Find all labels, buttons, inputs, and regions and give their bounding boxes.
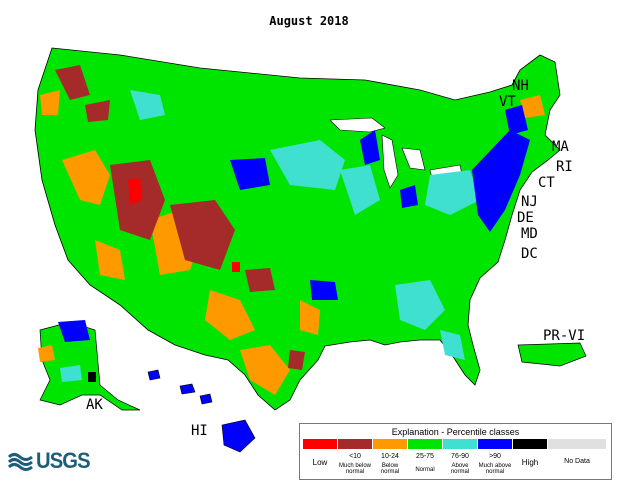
legend-desc-much-below: Much below normal — [338, 463, 371, 475]
legend-range-above: 76-90 — [451, 453, 469, 460]
map-title: August 2018 — [269, 14, 349, 28]
label-ma: MA — [552, 139, 569, 155]
legend-swatch-low — [303, 439, 337, 449]
legend-title: Explanation - Percentile classes — [391, 427, 520, 437]
low-regions — [128, 178, 240, 272]
label-ri: RI — [556, 159, 573, 175]
label-pr-vi: PR-VI — [543, 328, 586, 344]
legend-high-label: High — [521, 458, 539, 467]
legend-swatch-much-above — [478, 439, 512, 449]
label-md: MD — [521, 226, 538, 242]
label-de: DE — [517, 210, 534, 226]
legend-desc-normal: Normal — [415, 467, 435, 473]
legend-swatch-much-below — [338, 439, 372, 449]
legend-swatch-below — [373, 439, 407, 449]
alaska-much-above — [58, 320, 90, 342]
legend-low-label: Low — [312, 458, 328, 467]
alaska — [39, 321, 141, 411]
legend-desc-above: Above normal — [450, 463, 470, 475]
usgs-wave-icon — [8, 453, 33, 471]
alaska-below — [38, 345, 55, 362]
legend-range-normal: 25-75 — [416, 453, 434, 460]
label-nj: NJ — [521, 194, 538, 210]
legend-swatch-no-data — [548, 439, 606, 449]
usgs-logo-text: USGS — [36, 448, 91, 473]
label-hi: HI — [191, 423, 208, 439]
great-lakes — [329, 117, 463, 189]
legend-desc-below: Below normal — [380, 463, 400, 475]
legend-swatch-high — [513, 439, 547, 449]
legend-desc-much-above: Much above normal — [478, 463, 512, 475]
puerto-rico — [517, 342, 587, 367]
label-ct: CT — [538, 175, 555, 191]
label-dc: DC — [521, 246, 538, 262]
label-nh: NH — [512, 78, 529, 94]
legend-swatch-normal — [408, 439, 442, 449]
legend: Explanation - Percentile classes Low <10… — [299, 423, 612, 480]
legend-no-data-label: No Data — [564, 458, 590, 465]
label-ak: AK — [86, 397, 103, 413]
much-above-normal-regions — [230, 105, 530, 300]
usgs-logo: USGS — [8, 448, 91, 474]
label-vt: VT — [499, 94, 516, 110]
legend-swatch-above — [443, 439, 477, 449]
legend-range-below: 10-24 — [381, 453, 399, 460]
alaska-above — [60, 365, 82, 382]
legend-range-much-below: <10 — [349, 453, 361, 460]
alaska-high — [88, 372, 96, 382]
legend-range-much-above: >90 — [489, 453, 501, 460]
hawaii — [147, 369, 256, 453]
above-normal-regions — [130, 90, 480, 360]
